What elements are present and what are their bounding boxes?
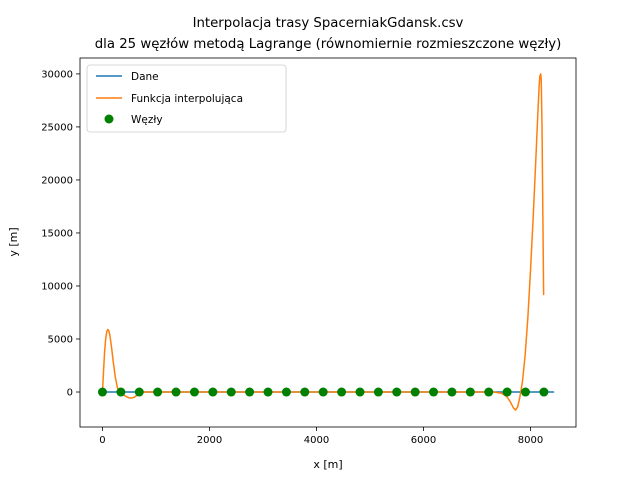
node-point-16: [392, 387, 402, 397]
y-tick-label-0: 0: [67, 388, 73, 399]
node-point-7: [226, 387, 236, 397]
node-point-14: [355, 387, 365, 397]
y-tick-label-2: 10000: [41, 281, 73, 292]
node-point-19: [447, 387, 457, 397]
y-axis-ticks: 0 5000 10000 15000 20000 25000 30000: [41, 69, 80, 399]
series-layer: [97, 73, 555, 411]
x-axis-ticks: 0 2000 4000 6000 8000: [99, 427, 543, 446]
legend-label-funkcja: Funkcja interpolująca: [131, 93, 243, 105]
node-point-9: [263, 387, 273, 397]
node-point-8: [245, 387, 255, 397]
node-point-17: [410, 387, 420, 397]
x-tick-label-3: 6000: [411, 435, 436, 446]
x-tick-label-2: 4000: [304, 435, 329, 446]
chart-title-line-2: dla 25 węzłów metodą Lagrange (równomier…: [95, 36, 562, 52]
x-tick-label-0: 0: [99, 435, 105, 446]
node-point-24: [539, 387, 549, 397]
x-tick-label-1: 2000: [197, 435, 222, 446]
x-axis-label: x [m]: [313, 458, 342, 471]
node-point-15: [373, 387, 383, 397]
node-point-3: [153, 387, 163, 397]
legend-swatch-wezly: [104, 114, 114, 124]
node-point-5: [189, 387, 199, 397]
legend-label-dane: Dane: [131, 71, 159, 83]
y-tick-label-4: 20000: [41, 175, 73, 186]
legend-box: [86, 64, 287, 133]
node-point-23: [520, 387, 530, 397]
node-point-4: [171, 387, 181, 397]
node-point-21: [484, 387, 494, 397]
node-point-12: [318, 387, 328, 397]
node-point-20: [465, 387, 475, 397]
node-point-11: [300, 387, 310, 397]
node-point-18: [429, 387, 439, 397]
x-tick-label-4: 8000: [518, 435, 543, 446]
legend-label-wezly: Węzły: [131, 114, 163, 126]
node-point-10: [281, 387, 291, 397]
node-point-22: [502, 387, 512, 397]
series-line-1: [101, 73, 545, 411]
y-tick-label-6: 30000: [41, 69, 73, 80]
node-point-0: [97, 387, 107, 397]
chart-title-line-1: Interpolacja trasy SpacerniakGdansk.csv: [193, 16, 464, 31]
y-tick-label-5: 25000: [41, 122, 73, 133]
node-point-2: [134, 387, 144, 397]
axes-frame: [79, 57, 577, 428]
plot-area: [97, 73, 555, 411]
node-point-1: [116, 387, 126, 397]
legend: Dane Funkcja interpolująca Węzły: [86, 64, 287, 133]
y-tick-label-1: 5000: [48, 334, 73, 345]
y-tick-label-3: 15000: [41, 228, 73, 239]
node-point-13: [337, 387, 347, 397]
y-axis-label: y [m]: [7, 227, 20, 256]
node-point-6: [208, 387, 218, 397]
